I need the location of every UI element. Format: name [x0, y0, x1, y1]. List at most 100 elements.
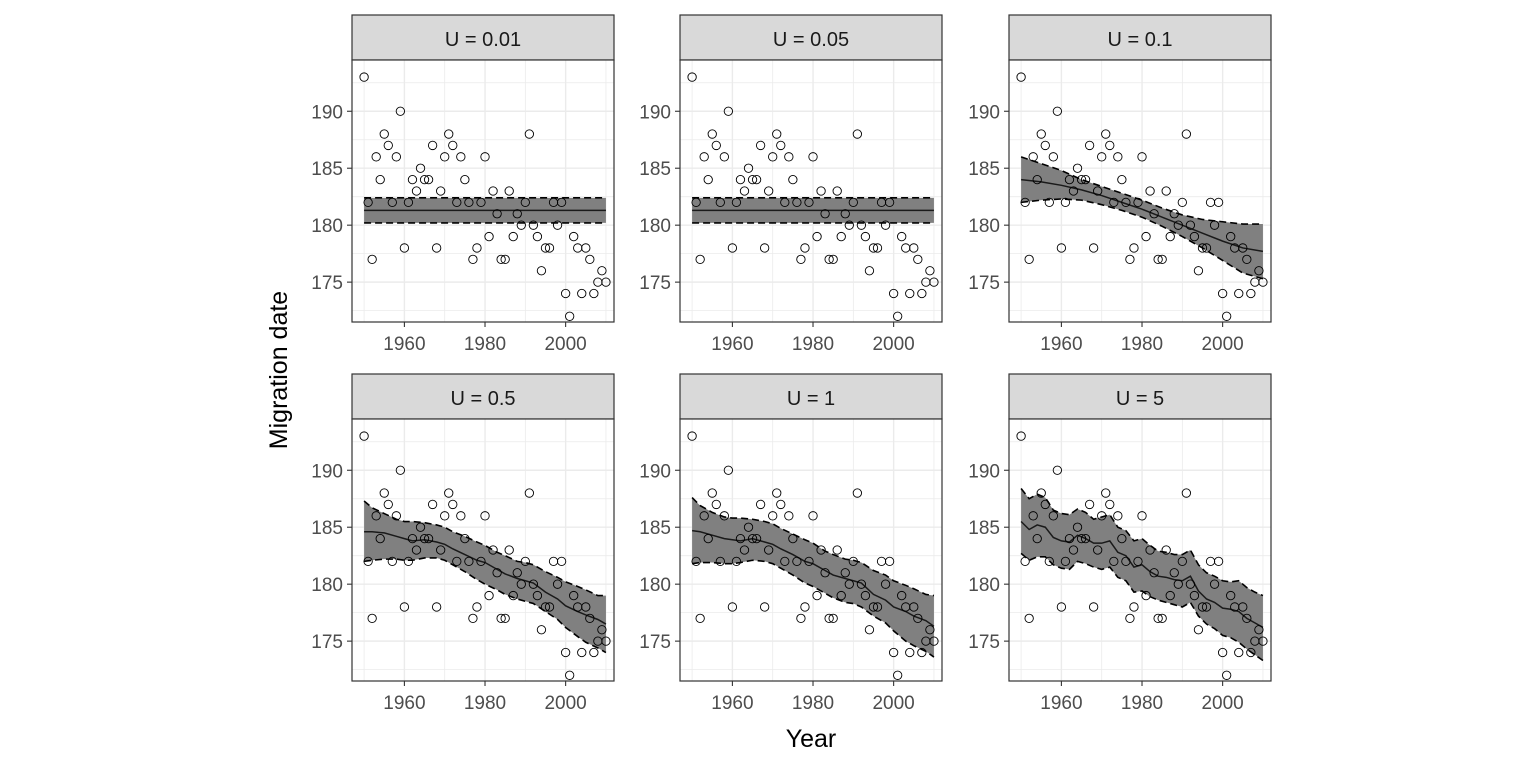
data-point: [540, 243, 551, 253]
data-point: [764, 545, 774, 555]
data-point: [379, 488, 389, 498]
data-point: [715, 556, 725, 567]
panel-border: [351, 59, 615, 323]
data-point: [1234, 288, 1244, 299]
data-point: [1109, 197, 1119, 208]
data-point: [820, 568, 830, 578]
data-point: [1222, 670, 1232, 680]
data-point: [1213, 556, 1224, 567]
panel-background: [352, 60, 614, 322]
data-point: [496, 254, 506, 264]
data-point: [707, 488, 717, 498]
data-point: [407, 533, 418, 544]
data-point: [500, 613, 510, 623]
data-point: [840, 568, 850, 578]
data-point: [1056, 243, 1067, 253]
data-point: [1145, 186, 1155, 196]
data-point: [719, 511, 729, 521]
data-point: [1093, 186, 1103, 196]
data-point: [1032, 174, 1042, 185]
confidence-band: [1021, 156, 1263, 279]
data-point: [1113, 511, 1123, 521]
y-tick-label: 190: [639, 102, 671, 123]
x-tick-label: 2000: [544, 693, 586, 714]
data-point: [1209, 220, 1220, 230]
data-point: [1117, 174, 1127, 185]
data-point: [1024, 254, 1034, 264]
data-point: [808, 511, 818, 521]
data-point: [888, 288, 899, 299]
data-point: [1246, 288, 1256, 299]
data-point: [1048, 511, 1058, 521]
data-point: [691, 197, 701, 208]
data-point: [1072, 163, 1083, 173]
data-point: [687, 431, 697, 441]
y-tick-label: 185: [311, 159, 343, 180]
data-point: [1064, 533, 1075, 544]
panel-border: [1008, 59, 1272, 323]
data-point: [917, 647, 927, 658]
data-point: [828, 613, 838, 623]
data-point: [512, 568, 522, 578]
data-point: [1141, 231, 1151, 242]
data-point: [427, 140, 438, 151]
y-tick-label: 185: [968, 518, 1000, 539]
data-point: [1197, 243, 1208, 253]
x-tick-label: 1980: [792, 693, 834, 714]
data-point: [880, 220, 891, 230]
panel-1: U = 0.01 175 180 185 190 1960 1980 2000: [311, 14, 615, 355]
data-point: [1080, 533, 1091, 544]
data-point: [755, 499, 766, 510]
data-point: [436, 545, 446, 555]
data-point: [1141, 590, 1151, 601]
data-point: [788, 533, 798, 544]
data-point: [1133, 197, 1143, 208]
panel-border: [679, 59, 943, 323]
data-point: [1226, 231, 1236, 242]
data-point: [880, 579, 891, 589]
data-point: [824, 613, 834, 623]
panel-border: [1008, 418, 1272, 682]
x-tick-label: 2000: [872, 693, 914, 714]
data-point: [387, 197, 397, 208]
data-point: [772, 488, 782, 498]
data-point: [1093, 545, 1103, 555]
data-point: [419, 533, 430, 544]
data-point: [784, 152, 794, 162]
data-point: [1088, 243, 1099, 253]
data-point: [1173, 220, 1183, 230]
data-point: [888, 647, 899, 658]
data-point: [468, 613, 478, 623]
data-point: [1137, 152, 1147, 162]
data-point: [848, 556, 858, 567]
data-point: [1044, 556, 1054, 567]
data-point: [436, 186, 446, 196]
data-point: [440, 511, 450, 521]
data-point: [371, 511, 381, 521]
data-point: [391, 511, 401, 521]
data-point: [893, 670, 903, 680]
panel-strip: [351, 14, 615, 61]
data-point: [601, 636, 611, 646]
data-point: [868, 602, 879, 612]
y-tick-label: 185: [639, 159, 671, 180]
data-point: [544, 243, 555, 253]
panel-label: U = 0.5: [450, 388, 515, 410]
data-point: [391, 152, 401, 162]
panel-6: U = 5 175 180 185 190 1960 1980 2000: [968, 373, 1272, 714]
y-tick-label: 180: [639, 575, 671, 596]
data-point: [363, 556, 373, 567]
data-point: [1101, 129, 1111, 139]
data-point: [832, 545, 842, 555]
data-point: [403, 197, 414, 208]
data-point: [556, 197, 567, 208]
x-tick-label: 1960: [711, 334, 753, 355]
data-point: [431, 602, 442, 612]
data-point: [585, 613, 595, 623]
data-point: [536, 266, 547, 276]
data-point: [832, 186, 842, 196]
data-point: [1101, 488, 1111, 498]
data-point: [699, 511, 709, 521]
data-point: [1097, 152, 1107, 162]
